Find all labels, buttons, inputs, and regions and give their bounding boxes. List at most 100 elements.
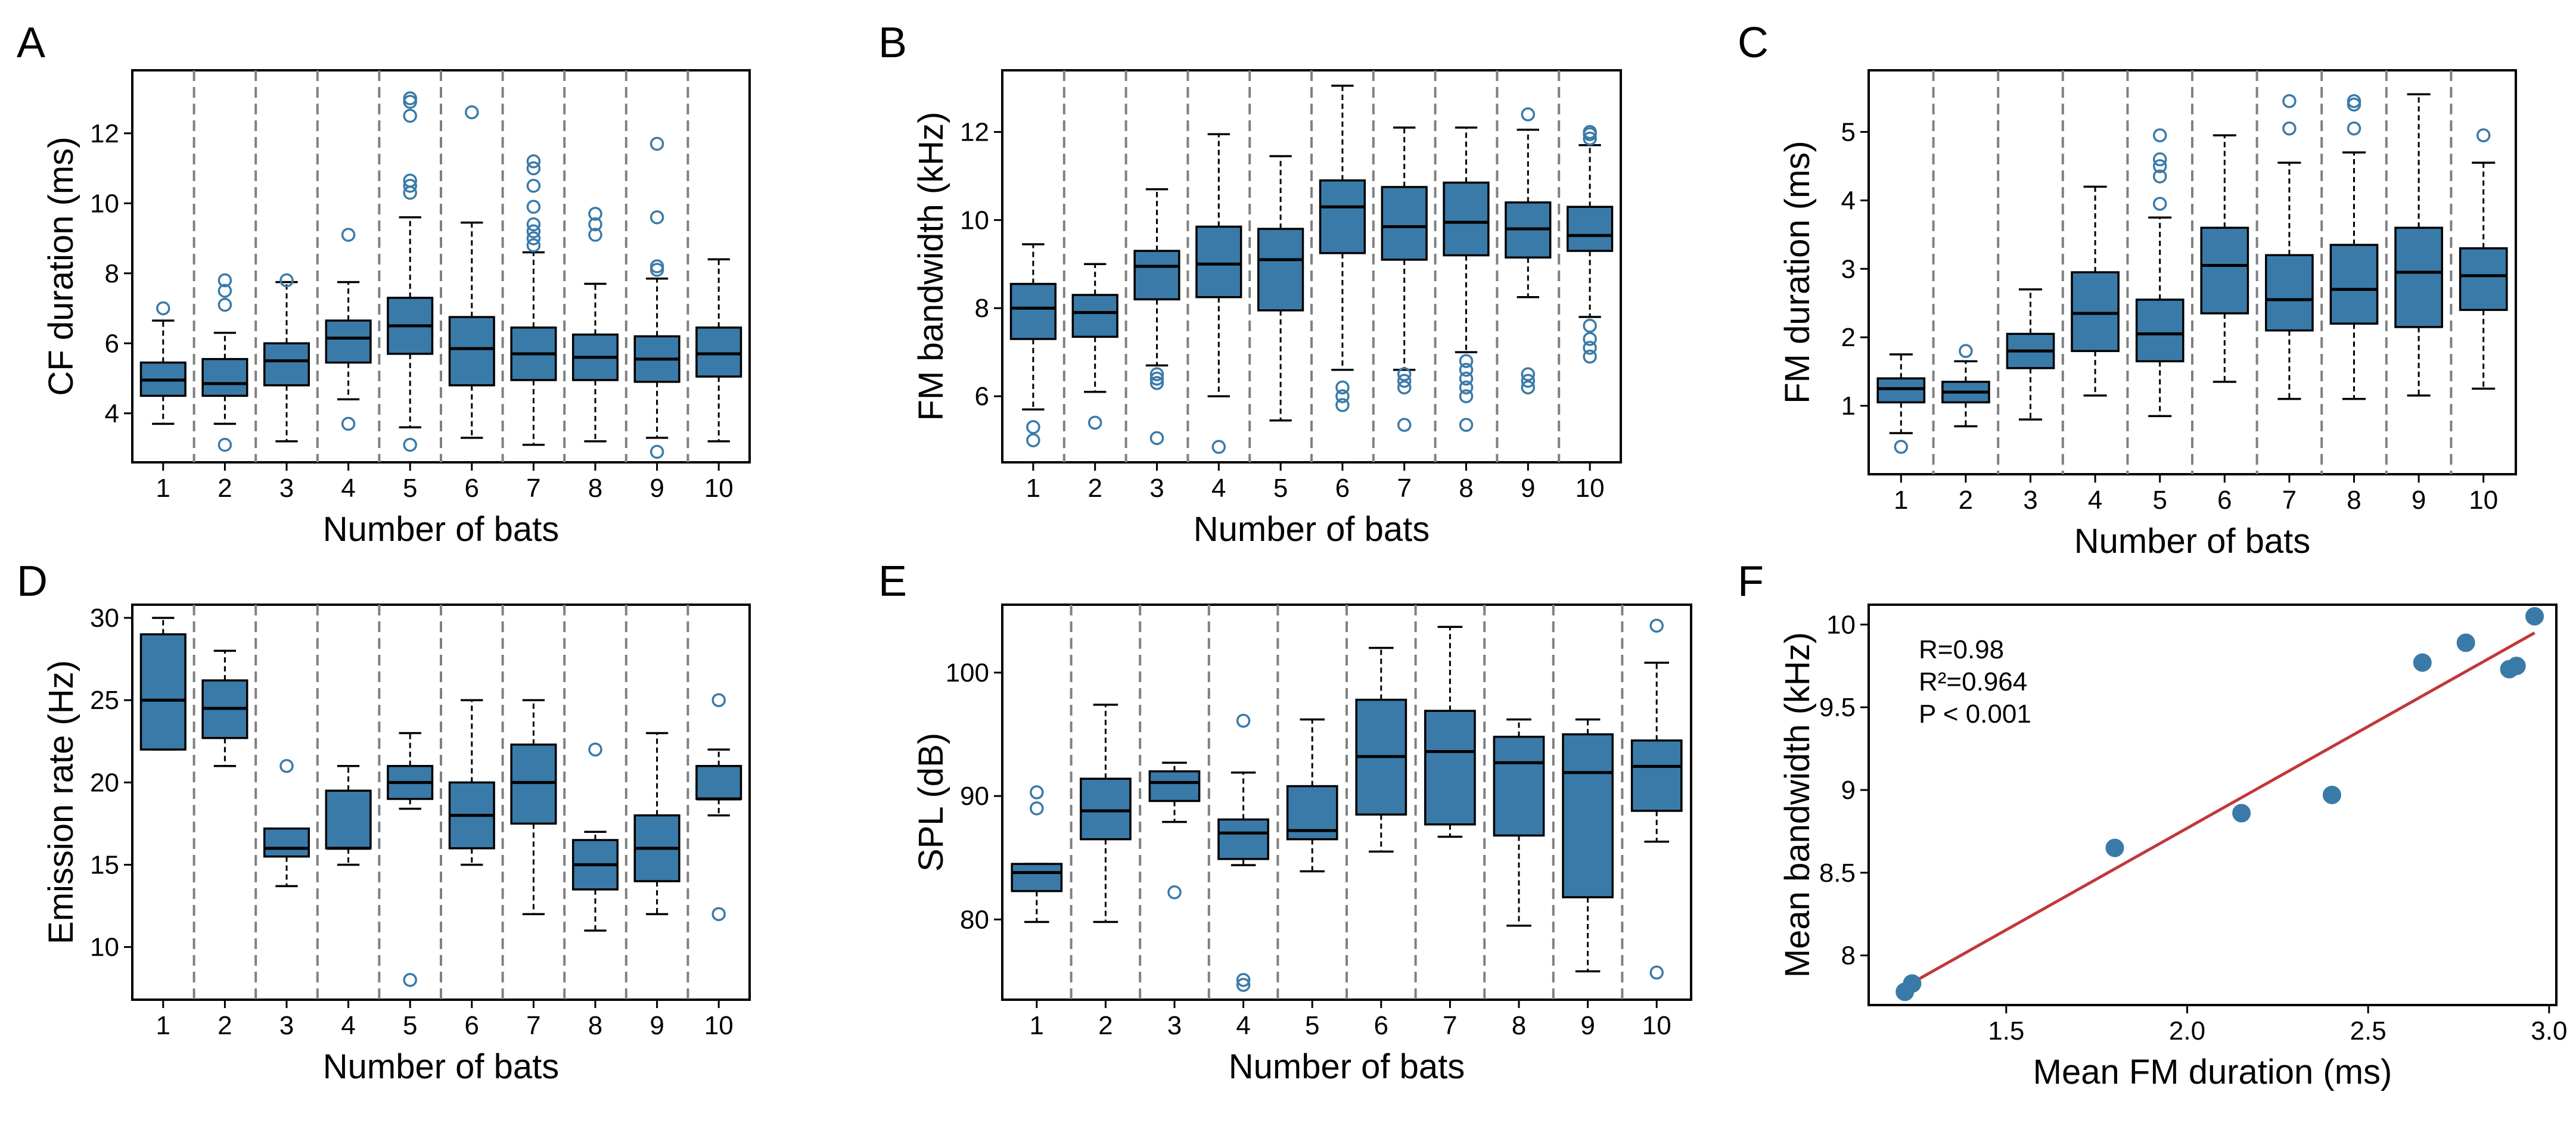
outlier-point [2476,128,2491,142]
x-tick-label: 8 [2347,486,2361,515]
iqr-box [1071,294,1118,338]
x-tick-label: 7 [1443,1011,1457,1040]
y-tick-label: 15 [90,850,119,879]
panel-letter: C [1738,19,1769,67]
x-tick-label: 10 [1642,1011,1671,1040]
x-tick-label: 9 [650,1011,664,1040]
panel-letter: D [17,558,48,605]
x-tick-label: 2.0 [2169,1016,2205,1046]
outlier-point [526,161,541,176]
outlier-point [1030,785,1044,800]
x-tick-label: 6 [465,474,479,503]
iqr-box [1381,186,1428,261]
outlier-point [2347,94,2361,108]
x-tick-label: 7 [2282,486,2297,515]
outlier-point [1459,371,1474,386]
x-tick-label: 1 [1894,486,1908,515]
outlier-point [1521,367,1536,381]
x-axis-label: Mean FM duration (ms) [2033,1053,2392,1091]
outlier-point [403,437,417,452]
iqr-box [1080,777,1132,841]
iqr-box [201,357,248,397]
data-point [2105,838,2124,857]
y-tick-label: 30 [90,604,119,633]
x-tick-label: 6 [2217,486,2232,515]
outlier-point [2152,128,2167,142]
x-tick-label: 1 [156,1011,170,1040]
iqr-box [1443,181,1490,257]
y-axis-label: Emission rate (Hz) [42,660,80,944]
outlier-point [1236,714,1251,728]
x-tick-label: 4 [2088,486,2102,515]
iqr-box [2394,226,2443,328]
iqr-box [263,342,310,387]
outlier-point [1149,376,1164,390]
y-tick-label: 10 [960,206,989,235]
stats-annotation: P < 0.001 [1919,699,2031,729]
outlier-point [1149,431,1164,446]
y-tick-label: 10 [1826,610,1856,639]
outlier-point [1521,107,1536,122]
x-tick-label: 10 [1576,474,1605,503]
iqr-box [1133,250,1180,301]
iqr-box [1148,770,1201,802]
stats-annotation: R=0.98 [1919,635,2004,664]
x-axis-label: Number of bats [1229,1047,1465,1086]
outlier-point [650,444,664,459]
iqr-box [1630,739,1683,812]
outlier-point [1236,978,1251,992]
x-tick-label: 1 [156,474,170,503]
x-axis-label: Number of bats [1194,510,1430,549]
x-tick-label: 2 [1959,486,1973,515]
outlier-point [1459,389,1474,403]
iqr-box [2135,298,2185,363]
x-tick-label: 1 [1030,1011,1044,1040]
outlier-point [650,210,664,225]
outlier-point [1583,349,1597,364]
x-tick-label: 2 [217,474,232,503]
x-tick-label: 1 [1026,474,1040,503]
outlier-point [403,91,417,105]
outlier-point [2282,94,2297,108]
x-tick-label: 3 [279,474,294,503]
outlier-point [588,217,602,232]
outlier-point [526,200,541,214]
x-tick-label: 9 [1521,474,1535,503]
x-tick-label: 3 [2023,486,2037,515]
outlier-point [1521,380,1536,395]
stats-annotation: R²=0.964 [1919,667,2027,696]
outlier-point [341,228,356,242]
y-axis-label: FM bandwidth (kHz) [912,112,950,421]
outlier-point [1459,380,1474,395]
x-tick-label: 9 [1580,1011,1595,1040]
x-tick-label: 10 [704,474,734,503]
outlier-point [465,105,479,120]
panel-letter: F [1738,558,1764,605]
outlier-point [1087,415,1102,430]
x-axis-label: Number of bats [323,510,560,549]
outlier-point [156,301,170,316]
x-axis-label: Number of bats [2074,522,2311,561]
outlier-point [403,173,417,188]
iqr-box [1011,863,1063,892]
outlier-point [526,238,541,253]
outlier-point [1459,354,1474,368]
outlier-point [2347,121,2361,136]
iqr-box [1424,710,1476,826]
iqr-box [1562,733,1614,898]
y-tick-label: 9.5 [1819,693,1856,722]
iqr-box [1195,225,1242,298]
outlier-point [1583,127,1597,141]
outlier-point [341,416,356,431]
y-tick-label: 1 [1841,391,1856,421]
y-tick-label: 20 [90,768,119,797]
outlier-point [1583,319,1597,333]
outlier-point [2282,121,2297,136]
x-tick-label: 10 [2469,486,2498,515]
iqr-box [139,633,187,751]
x-tick-label: 4 [341,1011,355,1040]
x-tick-label: 2 [1098,1011,1113,1040]
y-tick-label: 12 [960,118,989,147]
iqr-box [1876,377,1926,404]
y-axis-label: CF duration (ms) [42,136,80,396]
